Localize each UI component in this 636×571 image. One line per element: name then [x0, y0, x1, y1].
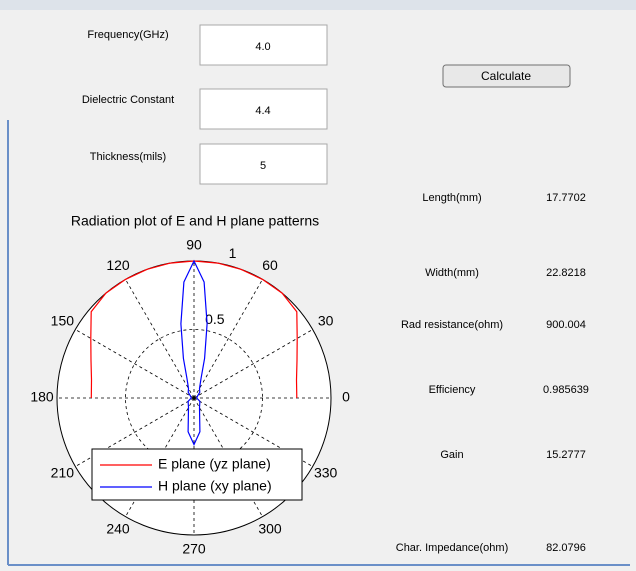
spoke-grid-line: [193, 279, 263, 399]
input-label: Thickness(mils): [90, 151, 166, 163]
button-label: Calculate: [481, 69, 531, 83]
input-value: 4.0: [255, 41, 270, 53]
theta-tick-label: 150: [51, 313, 75, 329]
output-value: 82.0796: [546, 542, 586, 554]
theta-tick-label: 60: [262, 257, 278, 273]
output-label: Rad resistance(ohm): [401, 319, 503, 331]
input-value: 5: [260, 160, 266, 172]
theta-tick-label: 270: [182, 541, 206, 557]
top-strip: [0, 0, 636, 10]
theta-tick-label: 240: [106, 520, 130, 536]
text-box[interactable]: [199, 24, 328, 66]
spoke-grid-line: [75, 329, 195, 399]
legend-label: H plane (xy plane): [158, 478, 272, 494]
theta-tick-label: 0: [342, 389, 350, 405]
polar-plot: Radiation plot of E and H plane patterns…: [30, 213, 350, 557]
pattern-line: [180, 259, 208, 447]
spoke-grid-line: [125, 279, 195, 399]
legend-box: [91, 448, 303, 501]
output-value: 15.2777: [546, 449, 586, 461]
theta-tick-label: 300: [258, 520, 282, 536]
output-value: 17.7702: [546, 192, 586, 204]
ring-grid-line: [125, 329, 263, 467]
r-tick-label: 1: [229, 245, 237, 261]
calculate-button[interactable]: [442, 64, 571, 88]
output-value: 900.004: [546, 319, 586, 331]
theta-tick-label: 330: [314, 465, 338, 481]
theta-tick-label: 180: [30, 389, 54, 405]
text-box[interactable]: [199, 143, 328, 185]
theta-tick-label: 90: [186, 237, 202, 253]
r-tick-label: 0.5: [205, 311, 225, 327]
spoke-grid-line: [193, 329, 313, 399]
output-value: 0.985639: [543, 384, 589, 396]
output-value: 22.8218: [546, 267, 586, 279]
input-label: Frequency(GHz): [87, 29, 168, 41]
legend-label: E plane (yz plane): [158, 456, 271, 472]
output-label: Width(mm): [425, 267, 479, 279]
theta-tick-label: 30: [318, 313, 334, 329]
input-label: Dielectric Constant: [82, 94, 174, 106]
controls: Frequency(GHz) 4.0 Dielectric Constant 4.4 T…: [82, 24, 589, 554]
output-label: Efficiency: [429, 384, 476, 396]
text-box[interactable]: [199, 88, 328, 130]
output-label: Char. Impedance(ohm): [396, 542, 509, 554]
theta-tick-label: 120: [106, 257, 130, 273]
theta-tick-label: 210: [51, 465, 75, 481]
output-label: Gain: [440, 449, 463, 461]
input-value: 4.4: [255, 105, 270, 117]
output-label: Length(mm): [422, 192, 481, 204]
chart-title: Radiation plot of E and H plane patterns: [71, 213, 319, 229]
